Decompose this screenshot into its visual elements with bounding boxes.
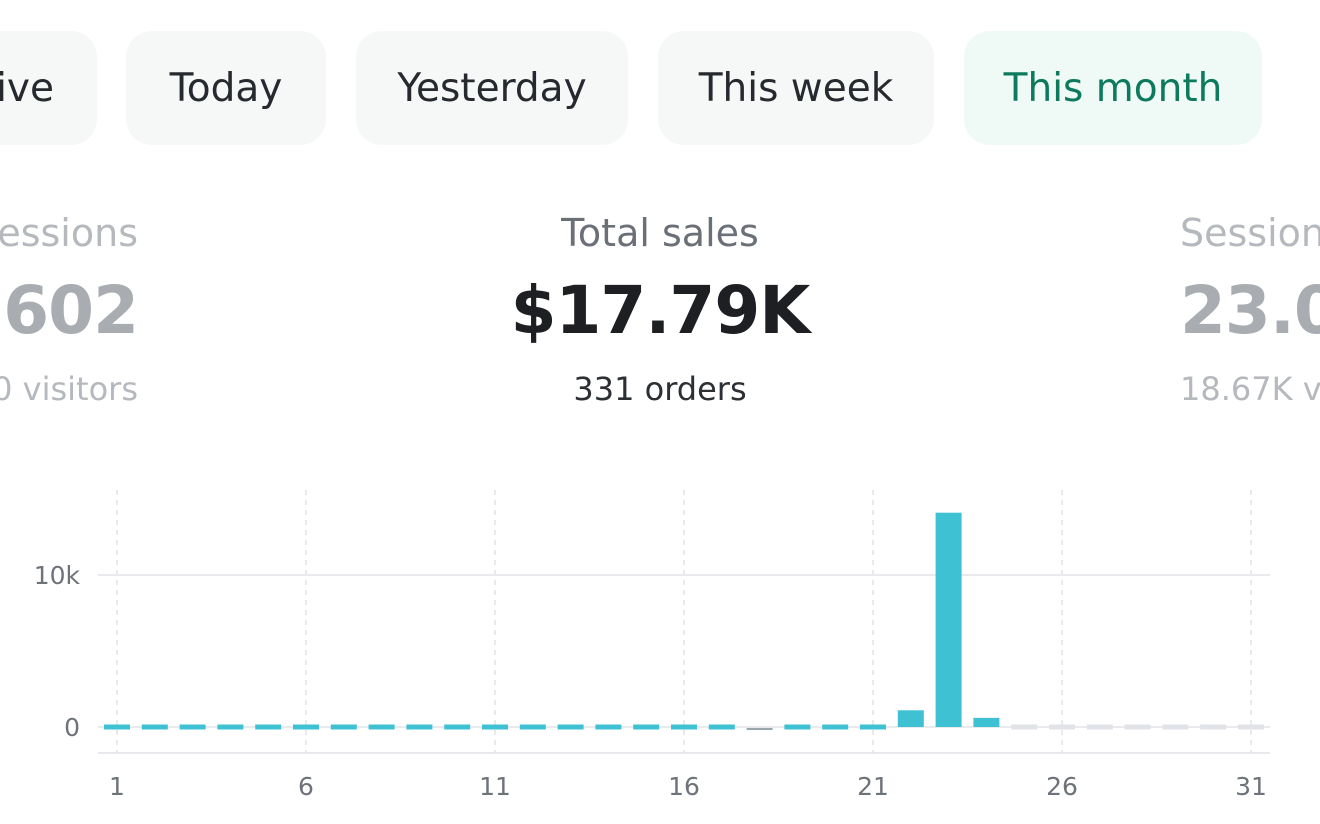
tab-this-week-label: This week bbox=[698, 65, 894, 111]
bar-day-21 bbox=[860, 724, 886, 730]
tab-today-label: Today bbox=[169, 65, 283, 111]
bar-day-7 bbox=[330, 724, 357, 730]
bar-day-25 bbox=[1011, 724, 1038, 730]
x-tick-label-21: 21 bbox=[857, 772, 889, 801]
bar-day-11 bbox=[482, 724, 508, 730]
bar-day-4 bbox=[217, 724, 244, 730]
tab-today[interactable]: Today bbox=[126, 31, 326, 145]
bar-day-31 bbox=[1238, 724, 1264, 730]
metric-sales-value: $17.79K bbox=[510, 272, 811, 349]
bar-day-8 bbox=[368, 724, 395, 730]
bar-day-26 bbox=[1049, 724, 1075, 730]
bar-day-24 bbox=[973, 717, 1000, 727]
tab-yesterday[interactable]: Yesterday bbox=[356, 31, 628, 145]
tab-this-week[interactable]: This week bbox=[658, 31, 934, 145]
tab-this-month-label: This month bbox=[1003, 65, 1223, 111]
bar-day-20 bbox=[822, 724, 849, 730]
bar-day-10 bbox=[444, 724, 471, 730]
x-tick-label-11: 11 bbox=[479, 772, 511, 801]
bar-day-13 bbox=[557, 724, 584, 730]
bar-day-28 bbox=[1124, 724, 1151, 730]
metric-left-label: essions bbox=[0, 211, 138, 255]
bar-day-3 bbox=[179, 724, 206, 730]
x-tick-label-31: 31 bbox=[1235, 772, 1267, 801]
bar-day-23 bbox=[935, 512, 962, 727]
x-tick-label-26: 26 bbox=[1046, 772, 1078, 801]
bar-day-16 bbox=[671, 724, 697, 730]
metric-sales-orders: 331 orders bbox=[573, 370, 747, 408]
metric-right-value: 23.0 bbox=[1180, 272, 1320, 349]
bar-day-29 bbox=[1162, 724, 1189, 730]
bar-day-30 bbox=[1200, 724, 1227, 730]
bar-day-27 bbox=[1086, 724, 1113, 730]
tab-this-month[interactable]: This month bbox=[964, 31, 1262, 145]
metric-left-value: 602 bbox=[3, 272, 139, 349]
bar-day-14 bbox=[595, 724, 622, 730]
bar-day-22 bbox=[897, 710, 924, 727]
tab-live[interactable]: ive bbox=[0, 31, 97, 145]
bar-day-1 bbox=[104, 724, 130, 730]
bar-day-18 bbox=[746, 728, 773, 730]
bar-day-2 bbox=[141, 724, 168, 730]
x-tick-label-1: 1 bbox=[109, 772, 125, 801]
bar-day-19 bbox=[784, 724, 811, 730]
bar-day-9 bbox=[406, 724, 433, 730]
bar-day-12 bbox=[519, 724, 546, 730]
metric-left-sub: 0 visitors bbox=[0, 370, 138, 408]
tab-yesterday-label: Yesterday bbox=[397, 65, 587, 111]
metric-right-label: Session bbox=[1180, 211, 1320, 255]
bar-day-17 bbox=[708, 724, 735, 730]
x-tick-label-6: 6 bbox=[298, 772, 314, 801]
metric-right-sub: 18.67K v bbox=[1180, 370, 1320, 408]
x-tick-label-16: 16 bbox=[668, 772, 700, 801]
tab-live-label: ive bbox=[0, 65, 54, 111]
metric-card-total-sales[interactable]: Total sales $17.79K 331 orders bbox=[460, 205, 860, 417]
y-tick-label-10k: 10k bbox=[34, 561, 81, 590]
bar-day-6 bbox=[293, 724, 319, 730]
y-tick-label-0: 0 bbox=[64, 713, 80, 742]
bar-day-5 bbox=[255, 724, 282, 730]
metric-card-sessions-right[interactable]: Session 23.0 18.67K v bbox=[1180, 205, 1320, 417]
bar-day-15 bbox=[633, 724, 660, 730]
metric-sales-label: Total sales bbox=[561, 211, 759, 255]
